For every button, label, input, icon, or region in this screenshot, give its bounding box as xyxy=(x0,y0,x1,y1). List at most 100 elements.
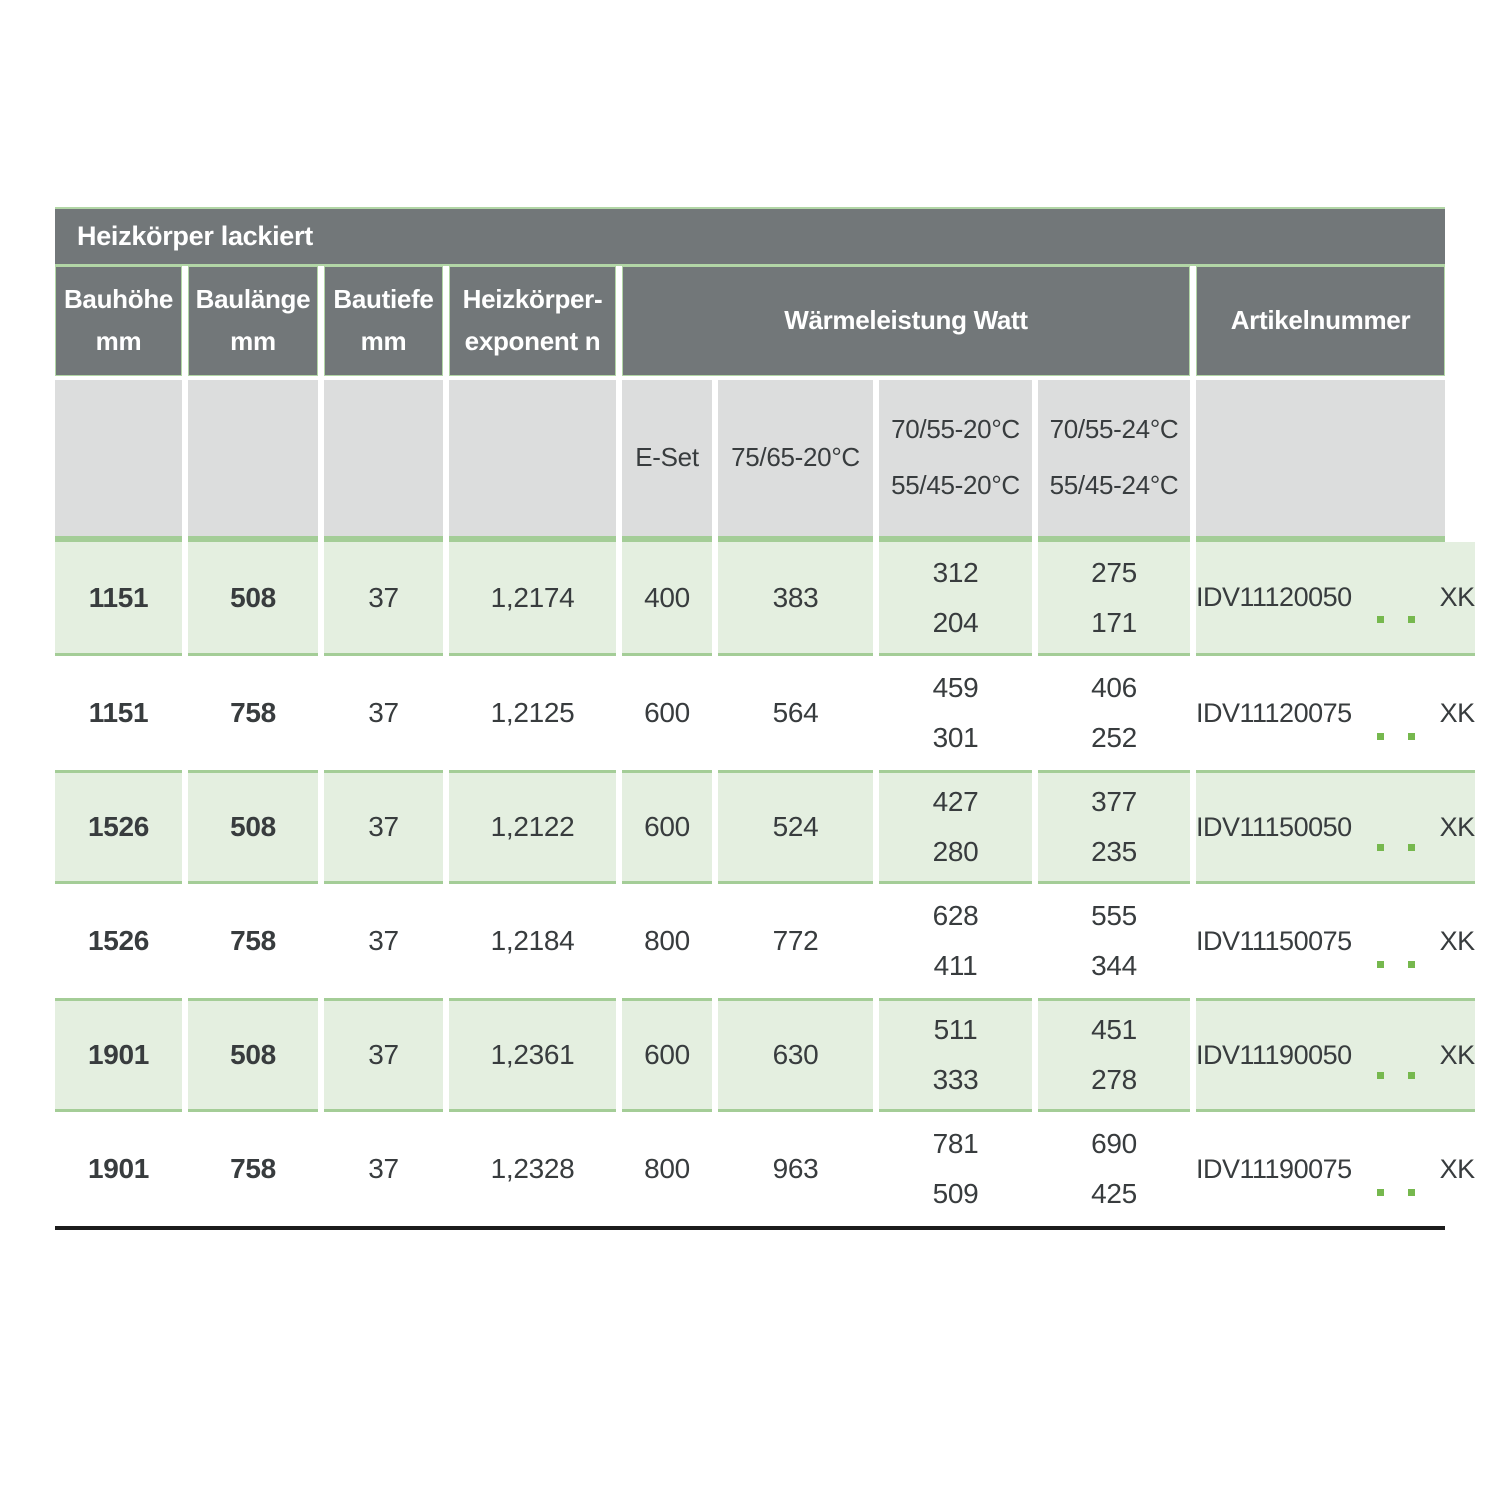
cell-bauhoehe: 1526 xyxy=(55,884,182,998)
cell-watt-7565: 963 xyxy=(718,1112,873,1226)
header-line: exponent n xyxy=(464,326,601,356)
cell-bautiefe: 37 xyxy=(324,884,443,998)
cell-artikelnummer: IDV11150075 XK xyxy=(1196,884,1475,998)
cell-baulaenge: 758 xyxy=(188,1112,318,1226)
cell-watt-7565: 564 xyxy=(718,656,873,770)
artikel-suffix: XK xyxy=(1439,582,1476,613)
header-line: Bautiefe xyxy=(333,284,434,315)
cell-baulaenge: 508 xyxy=(188,770,318,884)
column-header-bauhoehe: Bauhöhe mm xyxy=(55,266,182,376)
header-line: Heizkörper- xyxy=(462,284,603,315)
subheader-70-55-20: 70/55-20°C 55/45-20°C xyxy=(879,380,1032,542)
placeholder-dot-icon xyxy=(1376,961,1384,968)
header-line: mm xyxy=(230,326,276,356)
placeholder-dot-icon xyxy=(1376,1072,1384,1079)
cell-exponent: 1,2184 xyxy=(449,884,616,998)
cell-watt-70-55-20: 459 301 xyxy=(879,656,1032,770)
subheader-empty xyxy=(1196,380,1445,542)
table-row: 1526 508 37 1,2122 600 524 427 280 377 2… xyxy=(55,770,1475,884)
subheader-line: 70/55-24°C xyxy=(1049,414,1179,445)
header-line: mm xyxy=(360,326,407,356)
table-row: 1151 758 37 1,2125 600 564 459 301 406 2… xyxy=(55,656,1475,770)
artikel-suffix: XK xyxy=(1439,1039,1476,1070)
cell-watt-70-55-24: 451 278 xyxy=(1038,998,1190,1112)
artikel-suffix: XK xyxy=(1439,697,1476,728)
table-bottom-rule xyxy=(55,1226,1445,1230)
cell-exponent: 1,2174 xyxy=(449,542,616,656)
cell-watt-70-55-20: 427 280 xyxy=(879,770,1032,884)
radiator-spec-table: Heizkörper lackiert Bauhöhe mm Baulänge … xyxy=(55,207,1475,1230)
table-row: 1526 758 37 1,2184 800 772 628 411 555 3… xyxy=(55,884,1475,998)
header-line: Baulänge xyxy=(195,284,311,315)
subheader-e-set: E-Set xyxy=(622,380,712,542)
cell-watt-7565: 630 xyxy=(718,998,873,1112)
table-row: 1901 508 37 1,2361 600 630 511 333 451 2… xyxy=(55,998,1475,1112)
artikel-prefix: IDV11190050 xyxy=(1196,1039,1352,1070)
subheader-75-65: 75/65-20°C xyxy=(718,380,873,542)
cell-exponent: 1,2125 xyxy=(449,656,616,770)
placeholder-dot-icon xyxy=(1407,733,1415,740)
placeholder-dot-icon xyxy=(1376,1189,1384,1196)
cell-exponent: 1,2122 xyxy=(449,770,616,884)
watt-value: 406 xyxy=(1091,672,1137,704)
watt-value: 628 xyxy=(932,900,979,932)
cell-baulaenge: 508 xyxy=(188,542,318,656)
placeholder-dot-icon xyxy=(1376,733,1384,740)
cell-watt-70-55-24: 275 171 xyxy=(1038,542,1190,656)
watt-value: 425 xyxy=(1091,1178,1137,1209)
column-header-baulaenge: Baulänge mm xyxy=(188,266,318,376)
watt-value: 252 xyxy=(1091,722,1137,753)
cell-bautiefe: 37 xyxy=(324,542,443,656)
cell-bautiefe: 37 xyxy=(324,656,443,770)
artikel-prefix: IDV11150050 xyxy=(1196,811,1352,842)
cell-bauhoehe: 1526 xyxy=(55,770,182,884)
watt-value: 511 xyxy=(933,1014,978,1046)
cell-bautiefe: 37 xyxy=(324,1112,443,1226)
watt-value: 509 xyxy=(932,1178,979,1209)
top-green-rule xyxy=(55,207,1445,209)
watt-value: 377 xyxy=(1091,786,1137,818)
column-header-exponent: Heizkörper- exponent n xyxy=(449,266,616,376)
artikel-prefix: IDV11120050 xyxy=(1196,582,1352,613)
cell-bauhoehe: 1901 xyxy=(55,998,182,1112)
subheader-empty xyxy=(449,380,616,542)
cell-baulaenge: 758 xyxy=(188,656,318,770)
cell-watt-70-55-24: 555 344 xyxy=(1038,884,1190,998)
cell-bauhoehe: 1151 xyxy=(55,656,182,770)
cell-watt-70-55-24: 377 235 xyxy=(1038,770,1190,884)
watt-value: 235 xyxy=(1091,836,1137,867)
cell-watt-7565: 383 xyxy=(718,542,873,656)
watt-value: 555 xyxy=(1091,900,1137,932)
subheader-row: E-Set 75/65-20°C 70/55-20°C 55/45-20°C 7… xyxy=(55,380,1445,542)
watt-value: 427 xyxy=(932,786,979,818)
placeholder-dot-icon xyxy=(1376,616,1384,623)
cell-watt-70-55-24: 406 252 xyxy=(1038,656,1190,770)
cell-watt-7565: 772 xyxy=(718,884,873,998)
cell-watt-70-55-24: 690 425 xyxy=(1038,1112,1190,1226)
artikel-suffix: XK xyxy=(1439,925,1476,956)
placeholder-dot-icon xyxy=(1407,1189,1415,1196)
header-line: mm xyxy=(95,326,142,356)
cell-watt-70-55-20: 628 411 xyxy=(879,884,1032,998)
artikel-prefix: IDV11150075 xyxy=(1196,925,1352,956)
placeholder-dot-icon xyxy=(1376,844,1384,851)
cell-baulaenge: 508 xyxy=(188,998,318,1112)
placeholder-dot-icon xyxy=(1407,616,1415,623)
watt-value: 275 xyxy=(1091,556,1137,588)
watt-value: 204 xyxy=(932,606,979,638)
cell-watt-70-55-20: 781 509 xyxy=(879,1112,1032,1226)
cell-artikelnummer: IDV11190050 XK xyxy=(1196,998,1475,1112)
watt-value: 278 xyxy=(1091,1064,1137,1095)
cell-artikelnummer: IDV11150050 XK xyxy=(1196,770,1475,884)
subheader-line: 55/45-24°C xyxy=(1049,470,1179,500)
cell-e-set: 600 xyxy=(622,656,712,770)
cell-artikelnummer: IDV11120050 XK xyxy=(1196,542,1475,656)
subheader-70-55-24: 70/55-24°C 55/45-24°C xyxy=(1038,380,1190,542)
table-title: Heizkörper lackiert xyxy=(77,221,313,251)
cell-e-set: 600 xyxy=(622,770,712,884)
subheader-line: 55/45-20°C xyxy=(891,470,1020,500)
cell-exponent: 1,2328 xyxy=(449,1112,616,1226)
cell-bautiefe: 37 xyxy=(324,770,443,884)
watt-value: 333 xyxy=(932,1064,979,1095)
cell-e-set: 600 xyxy=(622,998,712,1112)
